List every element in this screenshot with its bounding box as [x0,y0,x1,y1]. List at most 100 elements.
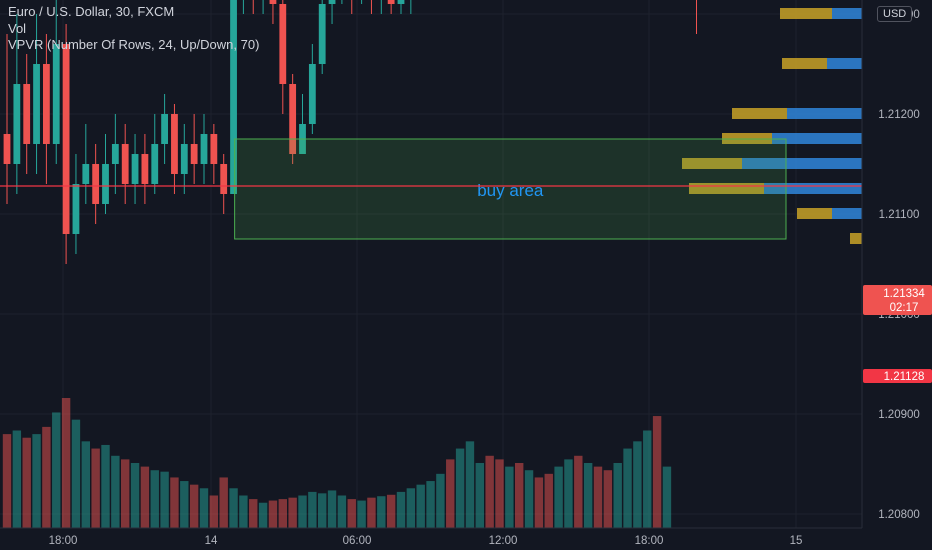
time-tick-label: 12:00 [489,535,518,547]
volume-bar [524,470,534,528]
candle-body [131,154,139,184]
candle-body [180,144,188,174]
buy-area-box[interactable] [234,138,787,240]
candle-body [200,134,208,164]
candle-body [171,114,178,174]
candle-body [111,144,119,164]
volume-profile-down-bar [797,208,832,219]
volume-bar [357,500,366,528]
candle-body [82,164,90,184]
symbol-title[interactable]: Euro / U.S. Dollar, 30, FXCM [8,4,175,19]
candle-body [190,144,198,164]
candle-body [387,0,395,4]
candle-body [52,44,60,144]
time-tick-label: 15 [790,535,803,547]
volume-indicator-label[interactable]: Vol [8,20,27,36]
candle-body [43,64,50,144]
red-line-price-value: 1.21128 [884,371,925,383]
volume-bar [593,466,603,528]
candle-body [308,64,316,124]
volume-profile-up-bar [787,108,862,119]
volume-profile-down-bar [780,8,832,19]
price-tick-label: 1.21200 [878,109,920,121]
volume-bar [505,466,514,528]
volume-bar [130,463,140,528]
candle-body [269,0,277,4]
volume-bar [436,473,445,528]
candlesticks [3,0,697,264]
time-tick-label: 18:00 [635,535,664,547]
volume-bar [229,488,238,528]
volume-bar [406,488,416,528]
candle-body [328,0,336,4]
volume-bar [278,499,287,528]
volume-bar [298,495,307,528]
volume-bar [22,437,31,528]
price-tick-label: 1.20800 [878,509,920,521]
volume-bar [515,463,524,528]
last-price-value: 1.21334 [883,288,925,300]
volume-bar [327,490,337,528]
volume-bar [534,477,544,528]
price-axis-background[interactable] [862,0,932,528]
volume-bar [199,488,209,528]
volume-profile-up-bar [827,58,862,69]
volume-bar [258,502,268,528]
volume-bar [337,495,347,528]
volume-bar [416,484,425,528]
currency-button[interactable]: USD [877,6,913,22]
volume-bar [209,495,219,528]
volume-bar [377,496,386,528]
volume-profile-up-bar [832,208,862,219]
volume-profile-down-bar [850,233,862,244]
volume-bar [495,459,504,528]
volume-profile-up-bar [832,8,862,19]
volume-bar [652,416,662,528]
volume-bar [475,463,484,528]
volume-profile-up-bar [742,158,862,169]
volume-bar [564,459,573,528]
volume-profile-down-bar [689,183,764,194]
candle-body [33,64,40,144]
volume-bars [2,398,672,528]
last-price-badge [863,285,932,315]
volume-bar [121,459,130,528]
candle-body [62,44,70,234]
volume-bar [623,448,632,528]
candle-body [279,4,287,84]
volume-bar [42,426,51,528]
candle-body [23,84,31,144]
volume-profile-up-bar [764,183,862,194]
candle-body [220,164,228,194]
candle-body [72,184,80,234]
candle-body [3,134,11,164]
volume-bar [643,430,652,528]
volume-bar [12,430,22,528]
candle-body [397,0,405,4]
volume-profile-down-bar [732,108,787,119]
candle-body [102,164,109,204]
volume-bar [603,470,613,528]
volume-bar [613,463,622,528]
volume-bar [219,477,228,528]
candle-body [121,144,129,184]
volume-bar [2,434,12,528]
volume-bar [455,448,465,528]
chart-legend: Euro / U.S. Dollar, 30, FXCM Vol VPVR (N… [8,4,259,54]
buy-area-label: buy area [477,181,544,200]
time-tick-label: 18:00 [49,535,78,547]
time-axis-background[interactable] [0,528,862,550]
volume-bar [318,493,327,528]
volume-bar [662,466,672,528]
volume-bar [288,497,297,528]
volume-bar [81,441,90,528]
volume-bar [150,470,159,528]
volume-bar [189,484,199,528]
volume-bar [52,412,61,528]
candle-body [210,134,218,164]
volume-bar [170,477,179,528]
volume-bar [396,491,406,528]
vpvr-indicator-label[interactable]: VPVR (Number Of Rows, 24, Up/Down, 70) [8,37,260,52]
bar-countdown: 02:17 [890,302,919,314]
